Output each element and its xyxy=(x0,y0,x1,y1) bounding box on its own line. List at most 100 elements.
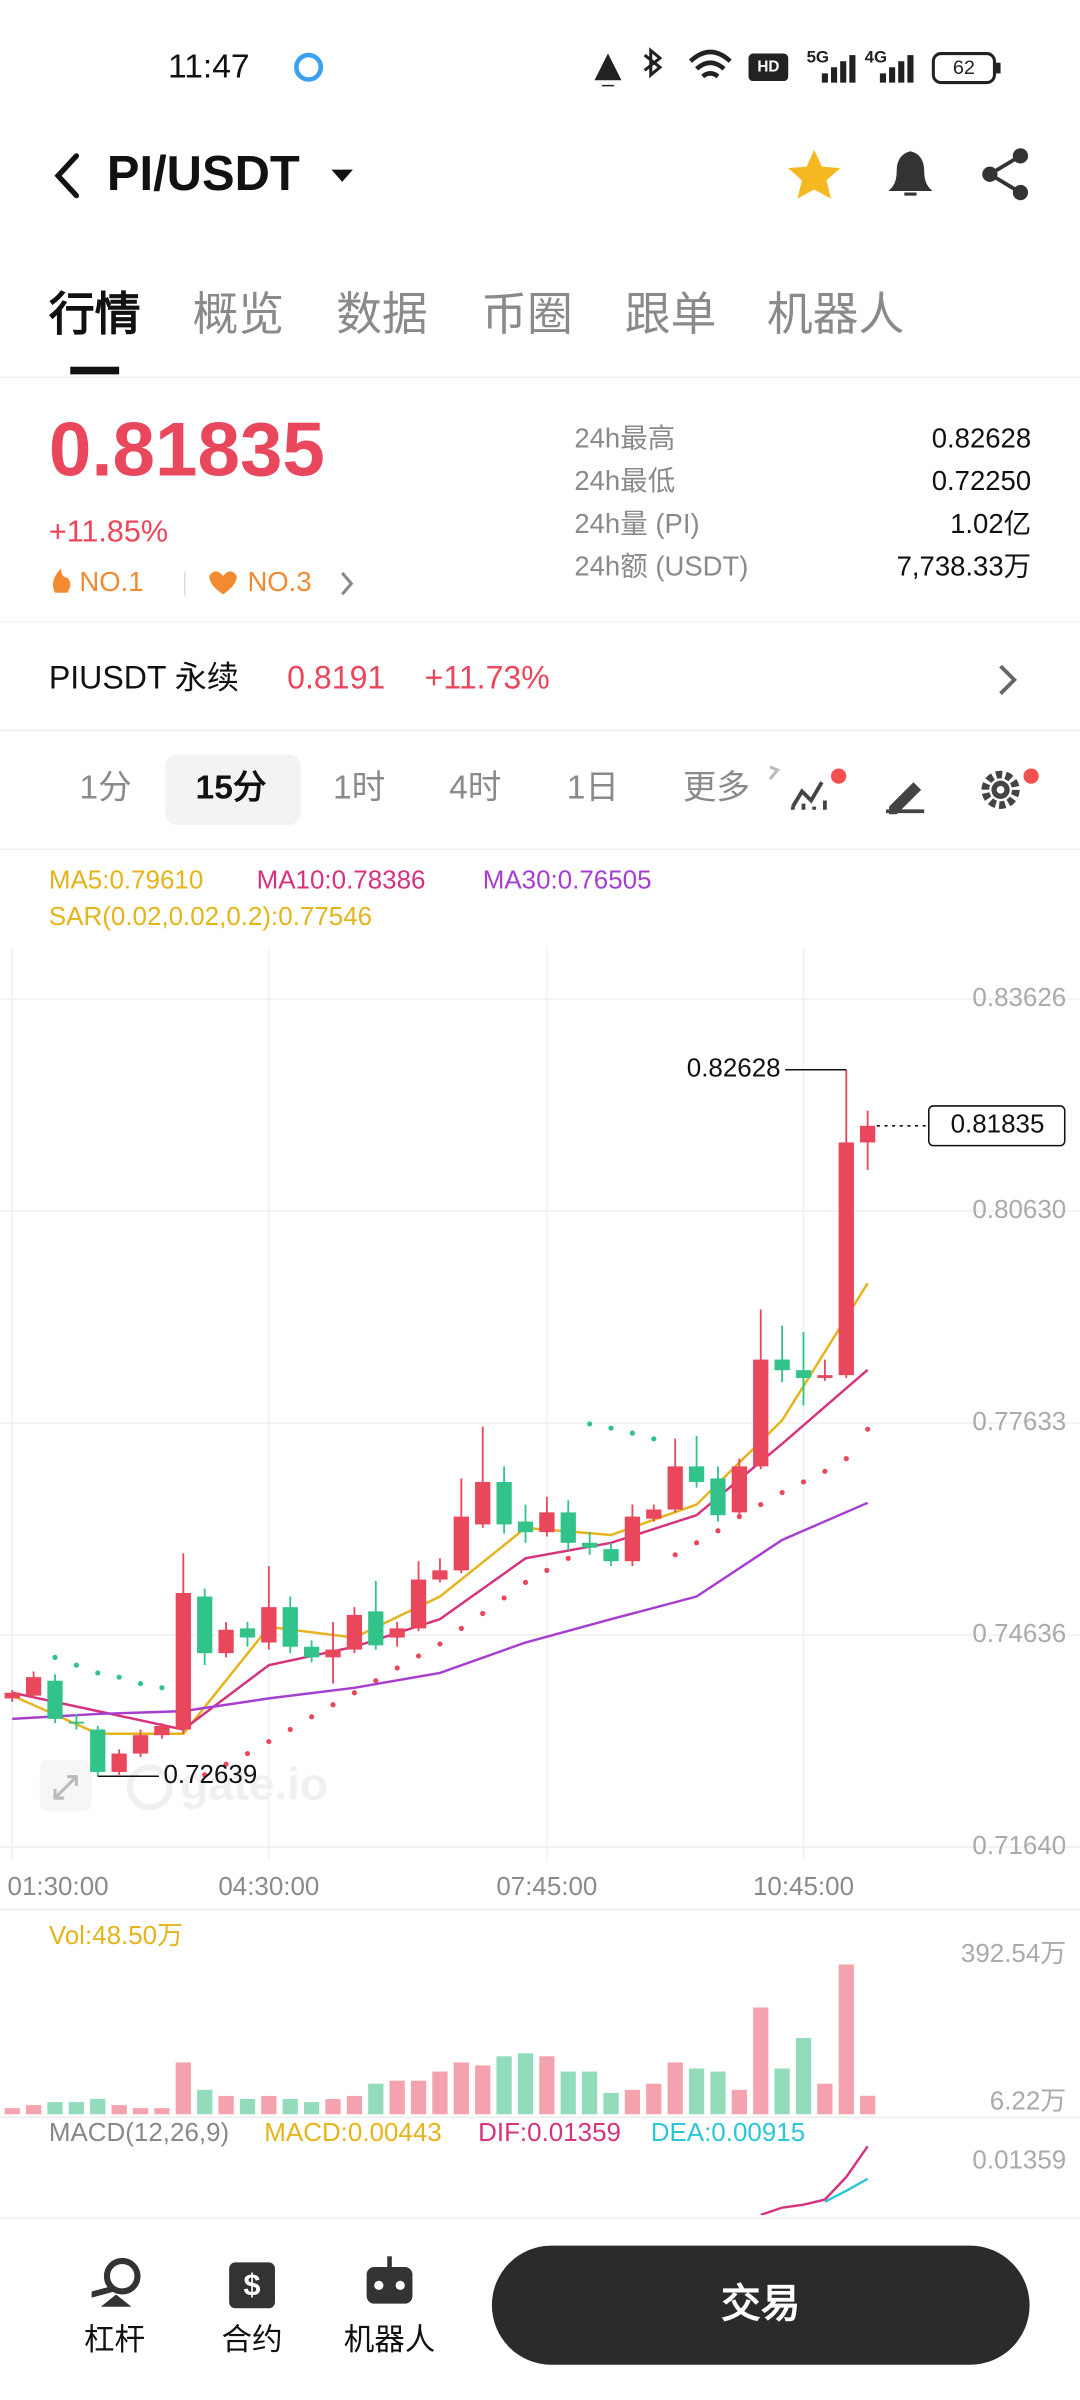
tab[interactable]: 数据 xyxy=(336,289,428,340)
alert-bell[interactable] xyxy=(888,151,933,196)
sar-dot xyxy=(116,1674,122,1680)
futures-glyph: $ xyxy=(244,2268,261,2302)
bot-icon[interactable] xyxy=(366,2256,413,2304)
candle-body xyxy=(774,1359,790,1371)
indicator-button[interactable] xyxy=(790,768,847,810)
sar-dot xyxy=(73,1662,79,1668)
candle-body xyxy=(667,1466,683,1510)
trade-button-label[interactable]: 交易 xyxy=(721,2282,800,2326)
volume-bar xyxy=(688,2068,705,2115)
perp-name[interactable]: PIUSDT 永续 xyxy=(49,659,239,695)
sar-dot xyxy=(373,1678,379,1684)
candle-body xyxy=(710,1478,726,1516)
sar-dot xyxy=(202,1772,208,1778)
futures-icon[interactable]: $ xyxy=(229,2262,275,2309)
sar-dot xyxy=(480,1610,486,1617)
rank-badge: NO.1 xyxy=(79,566,143,597)
rank-chevron[interactable] xyxy=(341,571,354,596)
back-button[interactable] xyxy=(54,153,80,199)
macd-label: MACD(12,26,9) xyxy=(49,2117,229,2147)
volume-bar xyxy=(817,2083,833,2115)
stat-label: 24h量 (PI) xyxy=(574,508,699,539)
volume-bar xyxy=(710,2071,726,2115)
tab[interactable]: 行情 xyxy=(49,289,141,340)
candle-body xyxy=(68,1721,85,1724)
expand-button[interactable] xyxy=(39,1759,92,1812)
tab[interactable]: 跟单 xyxy=(625,289,717,340)
tab[interactable]: 币圈 xyxy=(481,289,573,340)
volume-label: Vol:48.50万 xyxy=(49,1920,183,1950)
sar-dot xyxy=(137,1680,144,1687)
hd-label: HD xyxy=(757,58,779,75)
volume-bar xyxy=(667,2062,683,2115)
volume-bar xyxy=(218,2095,234,2115)
pair-title[interactable]: PI/USDT xyxy=(107,147,300,201)
candle-body xyxy=(453,1516,469,1571)
bottom-item-label[interactable]: 杠杆 xyxy=(84,2323,145,2357)
x-tick-label: 07:45:00 xyxy=(496,1871,597,1901)
interval[interactable]: 1时 xyxy=(333,770,385,807)
candle-body xyxy=(90,1729,106,1772)
candle-body xyxy=(389,1628,405,1638)
candle-body xyxy=(603,1549,619,1562)
favorite-star[interactable] xyxy=(788,149,841,199)
draw-button[interactable] xyxy=(885,782,925,815)
candle-body xyxy=(582,1542,598,1548)
trade-button[interactable] xyxy=(491,2245,1030,2365)
volume-bar xyxy=(47,2102,63,2115)
stat-value: 7,738.33万 xyxy=(897,551,1031,582)
interval[interactable]: 15分 xyxy=(196,769,267,807)
volume-bar xyxy=(560,2071,576,2115)
sar-dot xyxy=(608,1425,614,1431)
volume-bar xyxy=(389,2080,405,2115)
interval[interactable]: 4时 xyxy=(449,770,501,807)
ma-line xyxy=(12,1501,869,1721)
sar-dot xyxy=(843,1456,849,1462)
x-tick-label: 04:30:00 xyxy=(218,1871,319,1901)
tab[interactable]: 概览 xyxy=(192,289,284,340)
sar-label: SAR(0.02,0.02,0.2):0.77546 xyxy=(49,901,372,931)
tab[interactable]: 机器人 xyxy=(767,289,904,340)
bottom-item-label[interactable]: 机器人 xyxy=(344,2323,436,2357)
last-price-box xyxy=(928,1105,1066,1147)
volume-bar xyxy=(261,2095,277,2115)
stat-value: 0.72250 xyxy=(932,465,1031,496)
battery-level: 62 xyxy=(953,57,975,79)
volume-bar xyxy=(410,2080,427,2115)
candle-body xyxy=(111,1753,127,1772)
bottom-item-label[interactable]: 合约 xyxy=(221,2323,282,2357)
ma-label: MA30:0.76505 xyxy=(483,864,652,894)
sar-dot xyxy=(159,1685,165,1691)
x-tick-label: 01:30:00 xyxy=(8,1871,109,1901)
settings-button[interactable] xyxy=(981,768,1039,809)
sar-dot xyxy=(501,1595,507,1601)
ma-label: MA10:0.78386 xyxy=(257,864,426,894)
interval[interactable]: 1分 xyxy=(79,770,131,807)
leverage-icon[interactable] xyxy=(91,2257,141,2307)
share-button[interactable] xyxy=(982,148,1029,201)
stat-value: 1.02亿 xyxy=(950,508,1031,539)
macd-label: MACD:0.00443 xyxy=(264,2117,441,2147)
candle-body xyxy=(132,1735,149,1754)
interval[interactable]: 1日 xyxy=(567,770,619,807)
candle-body xyxy=(325,1649,341,1658)
more-arrow[interactable] xyxy=(768,765,781,781)
sar-dot xyxy=(394,1665,400,1671)
candle-body xyxy=(154,1725,170,1736)
candle-body xyxy=(25,1677,42,1696)
candle-body xyxy=(197,1596,213,1654)
volume-bar xyxy=(303,2102,320,2115)
volume-bar xyxy=(175,2062,191,2115)
pair-dropdown[interactable] xyxy=(331,169,353,182)
perp-chevron[interactable] xyxy=(999,664,1018,695)
candle-body xyxy=(560,1512,576,1543)
interval[interactable]: 更多 xyxy=(683,769,750,807)
sar-dot xyxy=(800,1479,807,1485)
volume-bar xyxy=(753,2007,769,2115)
sar-dot xyxy=(458,1625,464,1631)
volume-bar xyxy=(239,2099,256,2115)
volume-bar xyxy=(517,2053,534,2115)
candle-body xyxy=(368,1611,384,1646)
sar-dot xyxy=(309,1714,315,1720)
candle-body xyxy=(47,1680,63,1719)
